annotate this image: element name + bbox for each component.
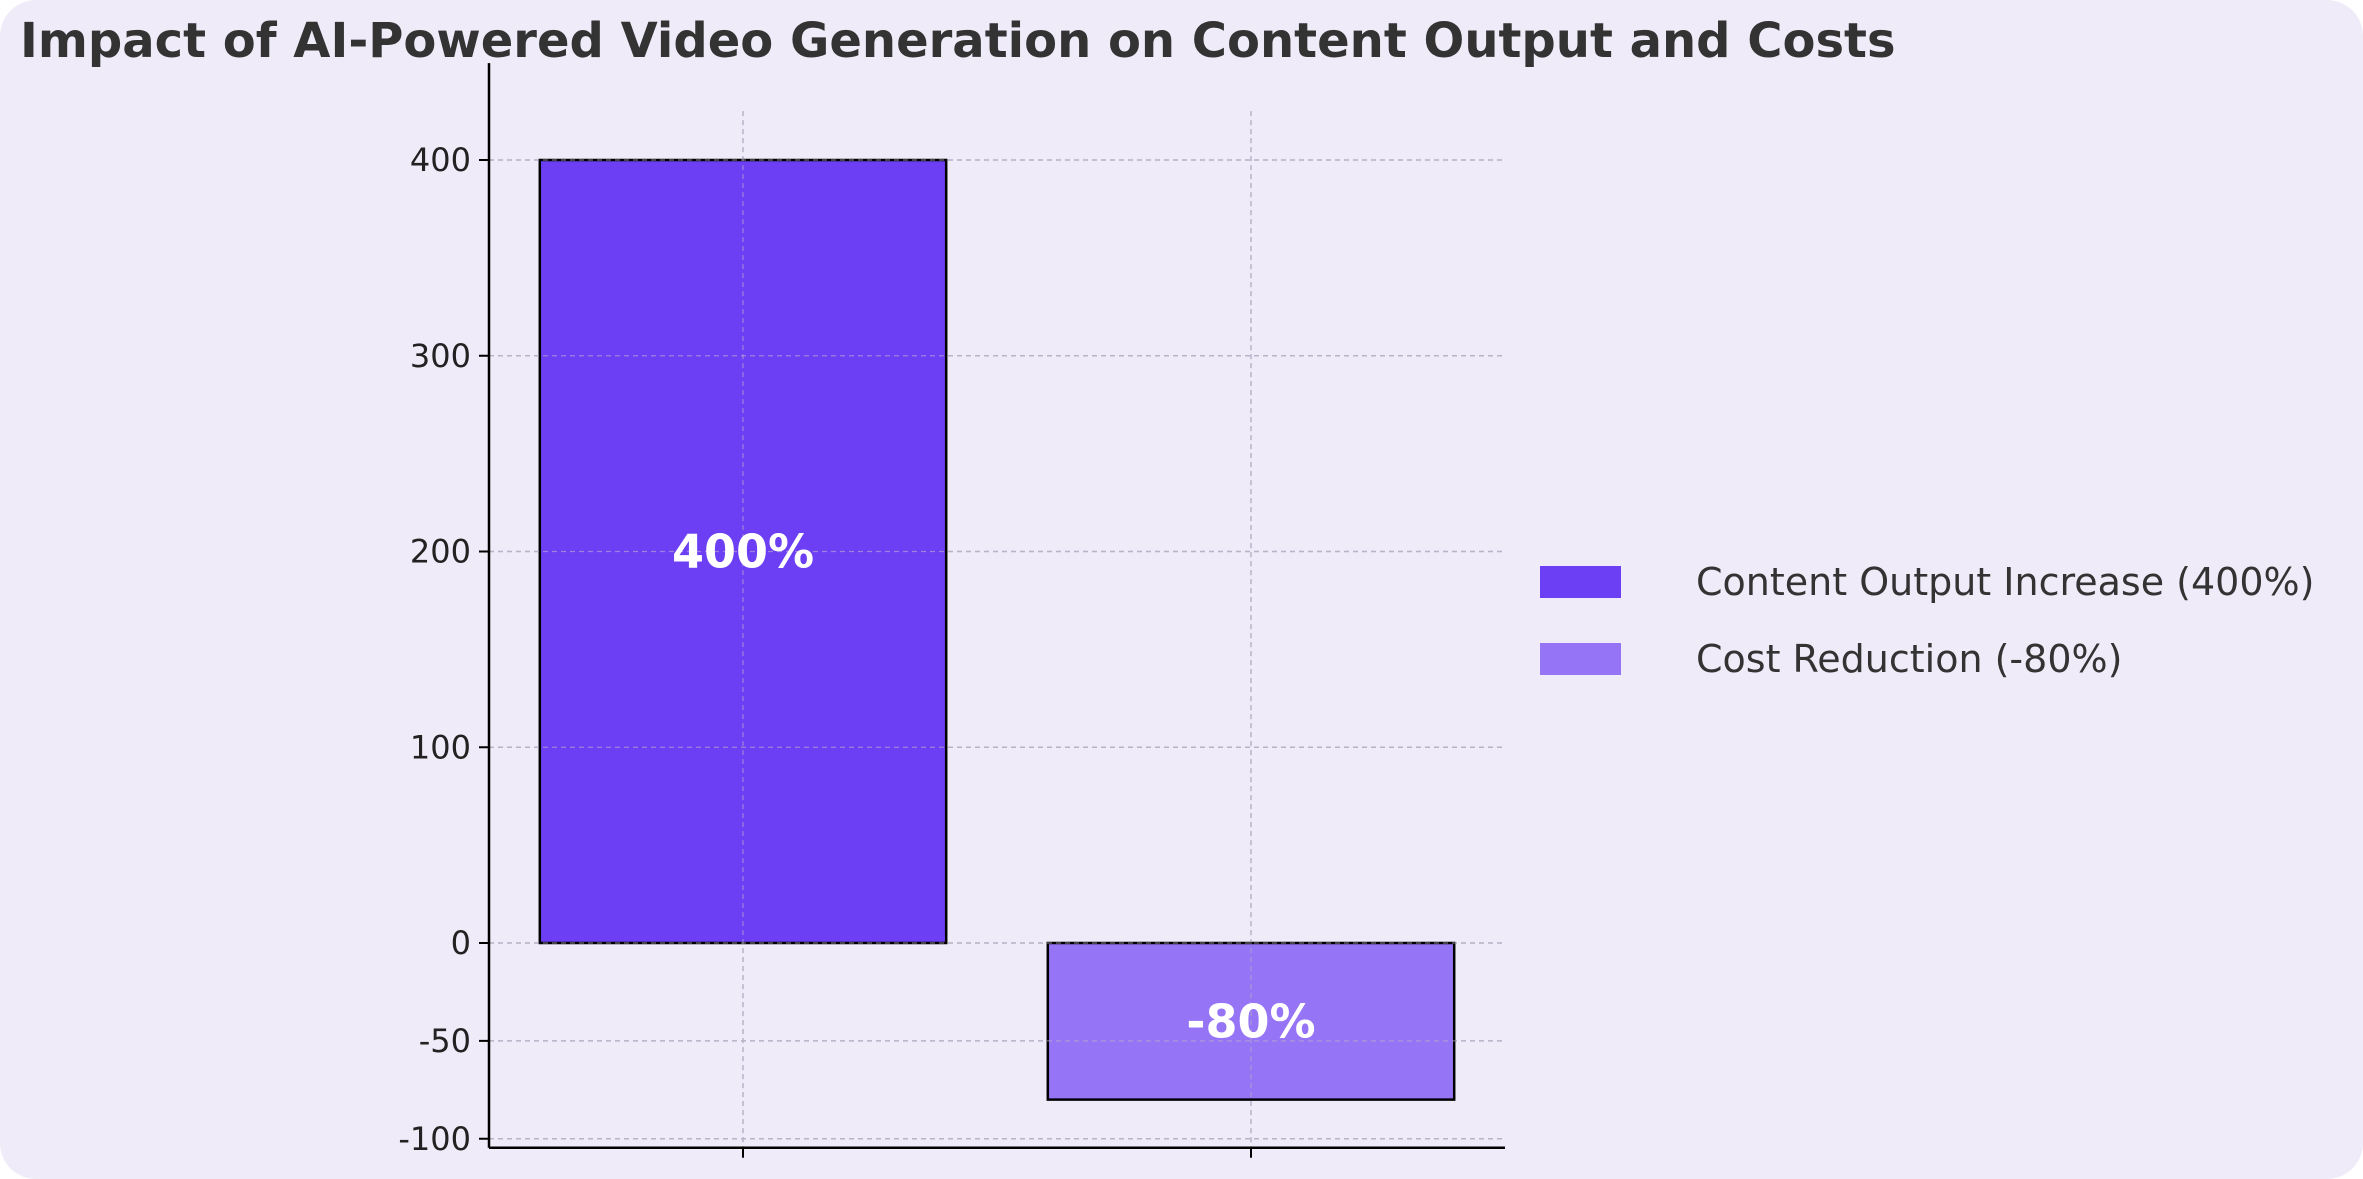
- legend-item-content-output: Content Output Increase (400%): [1540, 558, 2314, 606]
- y-tick-label-1: -50: [419, 1022, 471, 1060]
- legend-label-content-output: Content Output Increase (400%): [1696, 560, 2315, 604]
- legend-item-cost-reduction: Cost Reduction (-80%): [1540, 635, 2314, 683]
- chart-title: Impact of AI-Powered Video Generation on…: [20, 13, 1896, 69]
- y-tick-label-4: 200: [410, 533, 471, 571]
- data-label-1: -80%: [1186, 994, 1315, 1048]
- legend-label-cost-reduction: Cost Reduction (-80%): [1696, 637, 2123, 681]
- legend-swatch-content-output: [1540, 566, 1621, 598]
- y-tick-label-3: 100: [410, 728, 471, 766]
- data-label-0: 400%: [672, 525, 814, 579]
- y-tick-label-6: 400: [410, 141, 471, 179]
- y-tick-label-0: -100: [398, 1120, 471, 1158]
- y-tick-label-2: 0: [451, 924, 471, 962]
- legend-swatch-cost-reduction: [1540, 643, 1621, 675]
- y-tick-label-5: 300: [410, 337, 471, 375]
- chart-legend: Content Output Increase (400%) Cost Redu…: [1540, 558, 2314, 712]
